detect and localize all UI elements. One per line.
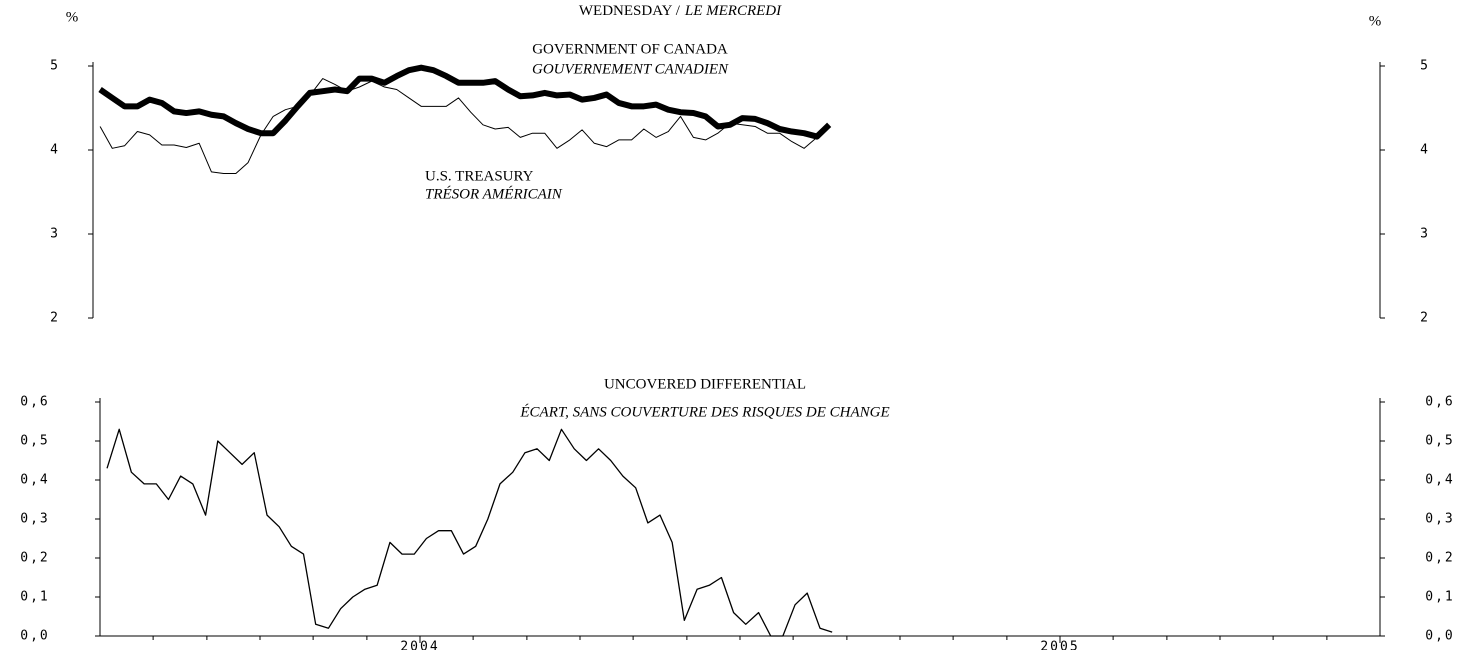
y-tick-label: 0,4: [20, 473, 49, 488]
y2-tick-label: 0,1: [1425, 590, 1454, 605]
series-line: [106, 428, 833, 637]
y-tick-label: 0,3: [20, 512, 49, 527]
chart-subtitle: ÉCART, SANS COUVERTURE DES RISQUES DE CH…: [519, 403, 889, 420]
x-tick-label: 2004: [400, 640, 439, 650]
y-tick-label: 2: [50, 311, 60, 326]
y2-tick-label: 0,4: [1425, 473, 1454, 488]
series-line: [98, 64, 832, 140]
series-label: U.S. TREASURY: [425, 168, 534, 184]
title: WEDNESDAY /: [579, 3, 681, 19]
series-line: [99, 78, 830, 175]
y2-tick-label: 0,0: [1425, 629, 1454, 644]
y2-tick-label: 0,3: [1425, 512, 1454, 527]
series-label-fr: TRÉSOR AMÉRICAIN: [425, 185, 563, 202]
y-tick-label: 0,6: [20, 395, 49, 410]
y2-tick-label: 0,5: [1425, 434, 1454, 449]
chart-title: UNCOVERED DIFFERENTIAL: [604, 376, 806, 392]
y-tick-label: 5: [50, 59, 60, 74]
series-label-fr: GOUVERNEMENT CANADIEN: [532, 61, 729, 77]
y-tick-label: 3: [50, 227, 60, 242]
y2-tick-label: 2: [1420, 311, 1430, 326]
y-unit: %: [66, 9, 79, 25]
y2-tick-label: 3: [1420, 227, 1430, 242]
series-label: GOVERNMENT OF CANADA: [532, 41, 728, 57]
page-title: WEDNESDAY / LE MERCREDI: [579, 3, 782, 19]
y2-tick-label: 0,6: [1425, 395, 1454, 410]
y-tick-label: 0,0: [20, 629, 49, 644]
y2-tick-label: 4: [1420, 143, 1430, 158]
y2-unit: %: [1369, 13, 1382, 29]
title-fr: LE MERCREDI: [684, 3, 782, 19]
y-tick-label: 0,1: [20, 590, 49, 605]
y2-tick-label: 0,2: [1425, 551, 1454, 566]
y2-tick-label: 5: [1420, 59, 1430, 74]
y-tick-label: 0,2: [20, 551, 49, 566]
y-tick-label: 4: [50, 143, 60, 158]
x-tick-label: 2005: [1040, 640, 1079, 650]
y-tick-label: 0,5: [20, 434, 49, 449]
